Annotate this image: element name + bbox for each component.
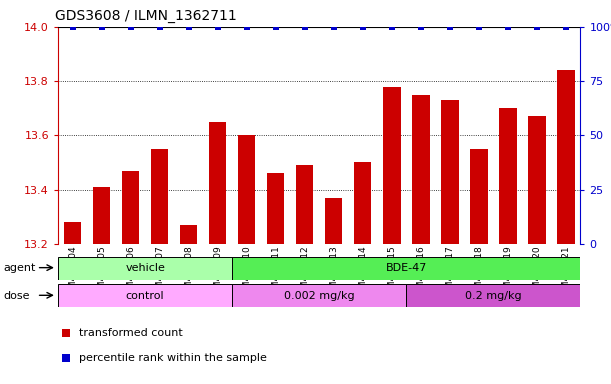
Bar bbox=[383, 86, 401, 244]
Bar bbox=[499, 108, 516, 244]
Bar bbox=[180, 225, 197, 244]
Text: 0.2 mg/kg: 0.2 mg/kg bbox=[465, 291, 522, 301]
Bar bbox=[325, 198, 342, 244]
Bar bbox=[232, 257, 580, 280]
Bar bbox=[470, 149, 488, 244]
Bar bbox=[296, 165, 313, 244]
Text: vehicle: vehicle bbox=[125, 263, 165, 273]
Bar bbox=[406, 284, 580, 307]
Bar bbox=[151, 149, 169, 244]
Bar bbox=[58, 284, 232, 307]
Bar bbox=[441, 100, 458, 244]
Bar bbox=[557, 70, 574, 244]
Text: control: control bbox=[126, 291, 164, 301]
Text: BDE-47: BDE-47 bbox=[386, 263, 427, 273]
Text: percentile rank within the sample: percentile rank within the sample bbox=[79, 353, 267, 364]
Text: 0.002 mg/kg: 0.002 mg/kg bbox=[284, 291, 354, 301]
Text: GDS3608 / ILMN_1362711: GDS3608 / ILMN_1362711 bbox=[56, 9, 237, 23]
Bar bbox=[122, 170, 139, 244]
Bar bbox=[528, 116, 546, 244]
Bar bbox=[58, 257, 232, 280]
Bar bbox=[412, 95, 430, 244]
Text: transformed count: transformed count bbox=[79, 328, 183, 338]
Bar bbox=[267, 173, 285, 244]
Bar bbox=[64, 222, 81, 244]
Text: agent: agent bbox=[3, 263, 35, 273]
Bar bbox=[232, 284, 406, 307]
Bar bbox=[238, 136, 255, 244]
Text: dose: dose bbox=[3, 291, 29, 301]
Bar bbox=[93, 187, 110, 244]
Bar bbox=[209, 122, 226, 244]
Bar bbox=[354, 162, 371, 244]
